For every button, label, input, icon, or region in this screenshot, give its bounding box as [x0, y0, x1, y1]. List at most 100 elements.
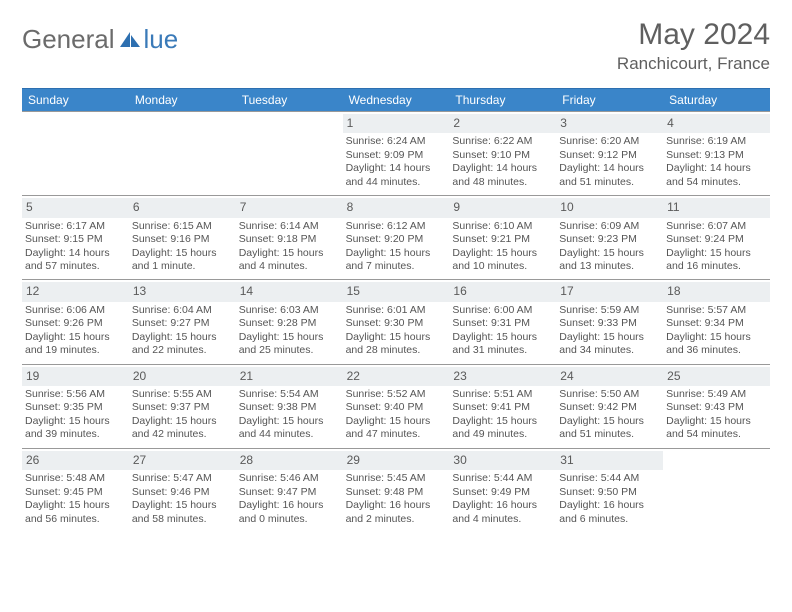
- day-cell: 10Sunrise: 6:09 AMSunset: 9:23 PMDayligh…: [556, 195, 663, 279]
- day-info: Sunrise: 5:50 AMSunset: 9:42 PMDaylight:…: [558, 388, 659, 442]
- day-number: 2: [453, 116, 460, 130]
- daylight-line: Daylight: 14 hours and 57 minutes.: [25, 247, 125, 274]
- sunrise-line: Sunrise: 6:00 AM: [452, 304, 552, 317]
- sunset-line: Sunset: 9:09 PM: [346, 149, 446, 162]
- day-number: 3: [560, 116, 567, 130]
- day-cell: 14 Sunrise: 6:03 AMSunset: 9:28 PMDayligh…: [236, 279, 343, 363]
- sunrise-line: Sunrise: 5:52 AM: [346, 388, 446, 401]
- day-number-bar: 20: [129, 367, 236, 386]
- day-cell: 25 Sunrise: 5:49 AMSunset: 9:43 PMDayligh…: [663, 364, 770, 448]
- weekday-header: Sunday: [22, 89, 129, 111]
- day-cell: 16 Sunrise: 6:00 AMSunset: 9:31 PMDayligh…: [449, 279, 556, 363]
- day-number-bar: 16: [449, 282, 556, 301]
- day-cell: 23 Sunrise: 5:51 AMSunset: 9:41 PMDayligh…: [449, 364, 556, 448]
- sunset-line: Sunset: 9:37 PM: [132, 401, 232, 414]
- day-info: Sunrise: 5:47 AMSunset: 9:46 PMDaylight:…: [131, 472, 232, 526]
- day-info: Sunrise: 6:14 AMSunset: 9:18 PMDaylight:…: [238, 220, 339, 274]
- day-number-bar: 9: [449, 198, 556, 217]
- sunset-line: Sunset: 9:33 PM: [559, 317, 659, 330]
- daylight-line: Daylight: 15 hours and 54 minutes.: [666, 415, 766, 442]
- day-info: Sunrise: 5:55 AMSunset: 9:37 PMDaylight:…: [131, 388, 232, 442]
- day-number-bar: 25: [663, 367, 770, 386]
- day-cell: 31Sunrise: 5:44 AMSunset: 9:50 PMDayligh…: [556, 448, 663, 532]
- day-cell: 7Sunrise: 6:14 AMSunset: 9:18 PMDaylight…: [236, 195, 343, 279]
- sunset-line: Sunset: 9:42 PM: [559, 401, 659, 414]
- day-info: Sunrise: 5:44 AMSunset: 9:50 PMDaylight:…: [558, 472, 659, 526]
- sunrise-line: Sunrise: 5:54 AM: [239, 388, 339, 401]
- day-cell: 5Sunrise: 6:17 AMSunset: 9:15 PMDaylight…: [22, 195, 129, 279]
- day-number-bar: 28: [236, 451, 343, 470]
- daylight-line: Daylight: 15 hours and 58 minutes.: [132, 499, 232, 526]
- sunset-line: Sunset: 9:26 PM: [25, 317, 125, 330]
- sunset-line: Sunset: 9:28 PM: [239, 317, 339, 330]
- day-info: Sunrise: 6:00 AMSunset: 9:31 PMDaylight:…: [451, 304, 552, 358]
- daylight-line: Daylight: 15 hours and 10 minutes.: [452, 247, 552, 274]
- daylight-line: Daylight: 16 hours and 6 minutes.: [559, 499, 659, 526]
- day-number: 9: [453, 200, 460, 214]
- sunset-line: Sunset: 9:43 PM: [666, 401, 766, 414]
- daylight-line: Daylight: 14 hours and 48 minutes.: [452, 162, 552, 189]
- sunrise-line: Sunrise: 5:44 AM: [452, 472, 552, 485]
- daylight-line: Daylight: 15 hours and 44 minutes.: [239, 415, 339, 442]
- day-number-bar: 10: [556, 198, 663, 217]
- day-info: Sunrise: 5:56 AMSunset: 9:35 PMDaylight:…: [24, 388, 125, 442]
- sunset-line: Sunset: 9:47 PM: [239, 486, 339, 499]
- day-cell: 17 Sunrise: 5:59 AMSunset: 9:33 PMDayligh…: [556, 279, 663, 363]
- daylight-line: Daylight: 15 hours and 28 minutes.: [346, 331, 446, 358]
- day-number-bar: 22: [343, 367, 450, 386]
- day-cell: 9Sunrise: 6:10 AMSunset: 9:21 PMDaylight…: [449, 195, 556, 279]
- sunrise-line: Sunrise: 6:15 AM: [132, 220, 232, 233]
- day-cell: 6Sunrise: 6:15 AMSunset: 9:16 PMDaylight…: [129, 195, 236, 279]
- empty-cell: [236, 111, 343, 195]
- day-cell: 8Sunrise: 6:12 AMSunset: 9:20 PMDaylight…: [343, 195, 450, 279]
- weekday-header: Saturday: [663, 89, 770, 111]
- day-number-bar: 14: [236, 282, 343, 301]
- day-cell: 2Sunrise: 6:22 AMSunset: 9:10 PMDaylight…: [449, 111, 556, 195]
- sunrise-line: Sunrise: 6:12 AM: [346, 220, 446, 233]
- sunrise-line: Sunrise: 5:49 AM: [666, 388, 766, 401]
- day-info: Sunrise: 5:59 AMSunset: 9:33 PMDaylight:…: [558, 304, 659, 358]
- day-number: 10: [560, 200, 573, 214]
- day-info: Sunrise: 6:24 AMSunset: 9:09 PMDaylight:…: [345, 135, 446, 189]
- day-cell: 26Sunrise: 5:48 AMSunset: 9:45 PMDayligh…: [22, 448, 129, 532]
- day-number-bar: 12: [22, 282, 129, 301]
- day-number: 21: [240, 369, 253, 383]
- day-number: 11: [667, 200, 679, 214]
- daylight-line: Daylight: 15 hours and 31 minutes.: [452, 331, 552, 358]
- day-info: Sunrise: 6:07 AMSunset: 9:24 PMDaylight:…: [665, 220, 766, 274]
- daylight-line: Daylight: 15 hours and 1 minute.: [132, 247, 232, 274]
- day-number: 17: [560, 284, 573, 298]
- day-cell: 13Sunrise: 6:04 AMSunset: 9:27 PMDayligh…: [129, 279, 236, 363]
- empty-cell: [663, 448, 770, 532]
- day-info: Sunrise: 5:51 AMSunset: 9:41 PMDaylight:…: [451, 388, 552, 442]
- sunrise-line: Sunrise: 5:55 AM: [132, 388, 232, 401]
- day-info: Sunrise: 5:57 AMSunset: 9:34 PMDaylight:…: [665, 304, 766, 358]
- location: Ranchicourt, France: [617, 54, 770, 74]
- sunset-line: Sunset: 9:27 PM: [132, 317, 232, 330]
- day-number: 19: [26, 369, 39, 383]
- day-cell: 29Sunrise: 5:45 AMSunset: 9:48 PMDayligh…: [343, 448, 450, 532]
- sunrise-line: Sunrise: 5:44 AM: [559, 472, 659, 485]
- logo-sail-icon: [119, 31, 141, 49]
- sunset-line: Sunset: 9:34 PM: [666, 317, 766, 330]
- sunset-line: Sunset: 9:16 PM: [132, 233, 232, 246]
- weekday-header: Wednesday: [343, 89, 450, 111]
- day-cell: 28Sunrise: 5:46 AMSunset: 9:47 PMDayligh…: [236, 448, 343, 532]
- daylight-line: Daylight: 15 hours and 34 minutes.: [559, 331, 659, 358]
- day-info: Sunrise: 5:54 AMSunset: 9:38 PMDaylight:…: [238, 388, 339, 442]
- sunset-line: Sunset: 9:38 PM: [239, 401, 339, 414]
- daylight-line: Daylight: 16 hours and 0 minutes.: [239, 499, 339, 526]
- day-number: 5: [26, 200, 33, 214]
- day-number: 29: [347, 453, 360, 467]
- day-number: 20: [133, 369, 146, 383]
- daylight-line: Daylight: 15 hours and 47 minutes.: [346, 415, 446, 442]
- day-info: Sunrise: 6:06 AMSunset: 9:26 PMDaylight:…: [24, 304, 125, 358]
- daylight-line: Daylight: 15 hours and 42 minutes.: [132, 415, 232, 442]
- day-cell: 12 Sunrise: 6:06 AMSunset: 9:26 PMDayligh…: [22, 279, 129, 363]
- day-number: 23: [453, 369, 466, 383]
- day-info: Sunrise: 6:20 AMSunset: 9:12 PMDaylight:…: [558, 135, 659, 189]
- day-number-bar: 11: [663, 198, 770, 217]
- day-info: Sunrise: 6:03 AMSunset: 9:28 PMDaylight:…: [238, 304, 339, 358]
- day-cell: 21 Sunrise: 5:54 AMSunset: 9:38 PMDayligh…: [236, 364, 343, 448]
- sunrise-line: Sunrise: 6:10 AM: [452, 220, 552, 233]
